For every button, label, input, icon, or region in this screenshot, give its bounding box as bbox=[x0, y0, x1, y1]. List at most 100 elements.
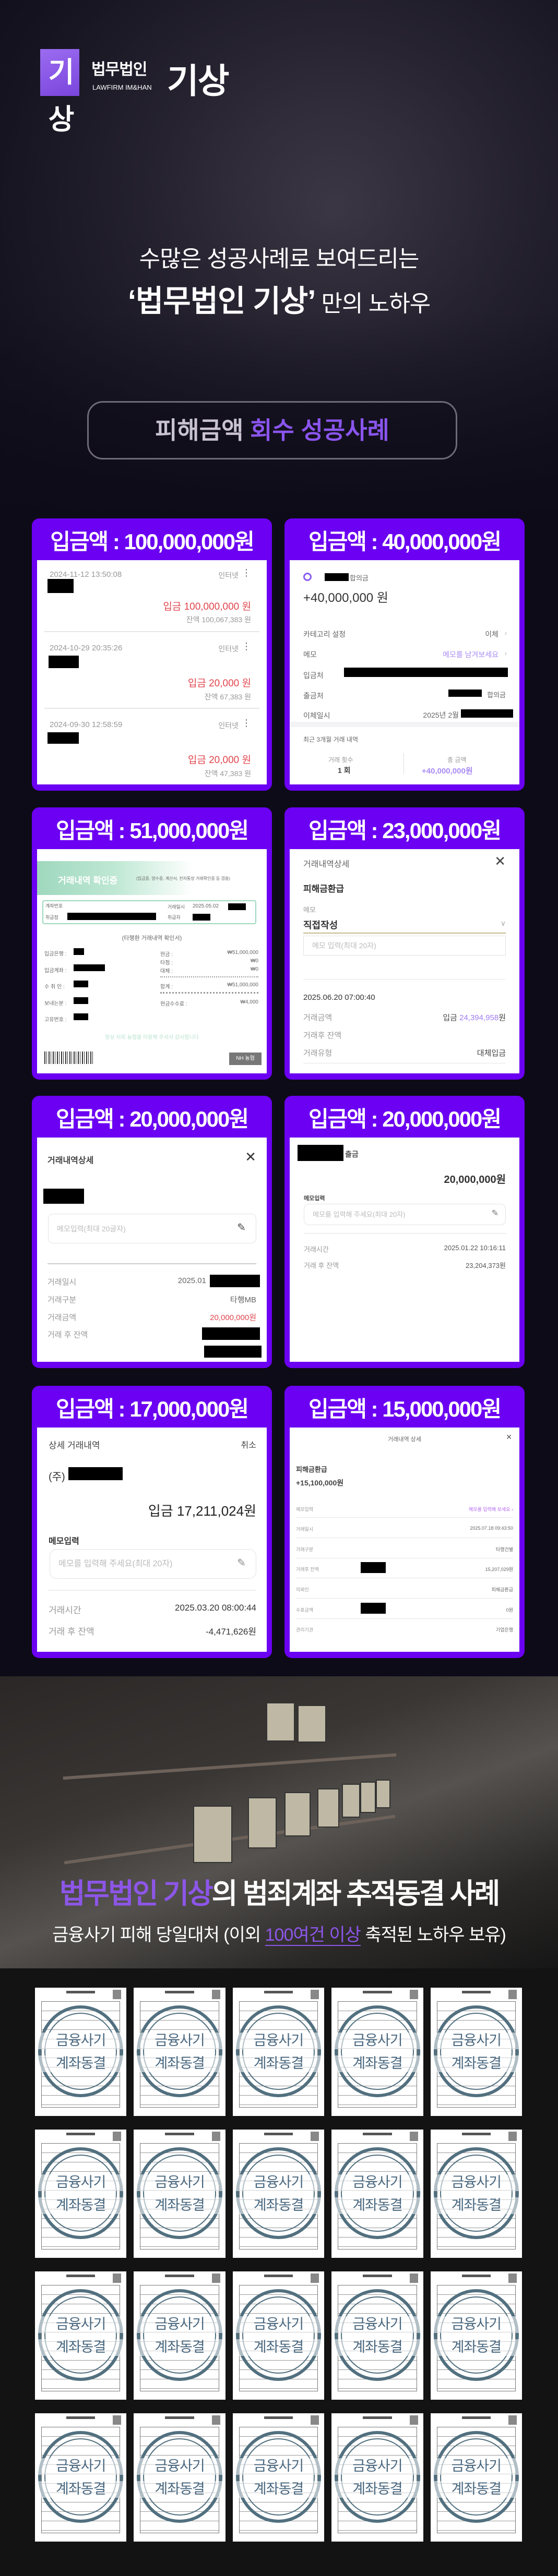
freeze-document-thumbnail: 금융사기 계좌동결 bbox=[35, 2271, 127, 2400]
memo-input[interactable]: 메모입력(최대 20글자) bbox=[48, 1214, 256, 1243]
cancel-button[interactable]: 취소 bbox=[241, 1441, 256, 1450]
category-label: 카테고리 설정 bbox=[303, 630, 346, 638]
redacted-sender bbox=[448, 690, 482, 697]
count-label: 거래 횟수 bbox=[328, 756, 353, 764]
transaction-kind: 출금 bbox=[345, 1150, 359, 1158]
redacted-value bbox=[204, 1346, 262, 1358]
logo-name-large: 기상 bbox=[167, 62, 229, 100]
redacted-name bbox=[43, 1189, 84, 1204]
amount-label: 거래금액 bbox=[303, 1013, 333, 1022]
certificate-frame bbox=[193, 1806, 232, 1863]
pencil-icon[interactable]: ✎ bbox=[237, 1557, 246, 1569]
stamp-text-line2: 계좌동결 bbox=[232, 2055, 325, 2072]
case-card-23m: 입금액 : 23,000,000원 거래내역상세 ✕ 피해금환급 메모 직접작성… bbox=[284, 807, 525, 1080]
more-icon[interactable]: ⋮ bbox=[242, 641, 251, 651]
close-icon[interactable]: ✕ bbox=[506, 1433, 512, 1441]
certificate-frame bbox=[298, 1705, 326, 1743]
close-icon[interactable]: ✕ bbox=[494, 853, 506, 869]
redacted-value bbox=[74, 948, 84, 955]
freeze-document-thumbnail: 금융사기 계좌동결 bbox=[331, 1988, 423, 2116]
hero-headline-line2: ‘법무법인 기상’ 만의 노하우 bbox=[0, 276, 558, 320]
redacted-account bbox=[344, 668, 508, 677]
stamp-text-line2: 계좌동결 bbox=[232, 2197, 325, 2214]
memo-value[interactable]: 메모를 남겨보세요 bbox=[443, 650, 498, 659]
stamp-text-line1: 금융사기 bbox=[232, 2316, 325, 2333]
shelf bbox=[63, 1753, 397, 1780]
stamp-inner-ring bbox=[44, 2438, 117, 2515]
sub-before: 금융사기 피해 당일대처 (이외 bbox=[52, 1925, 265, 1945]
freeze-document-thumbnail: 금융사기 계좌동결 bbox=[430, 2413, 522, 2542]
redacted-name bbox=[48, 732, 79, 744]
redacted-value bbox=[361, 1562, 386, 1573]
bank-screenshot: 거래내역상세 ✕ 피해금환급 메모 직접작성 ∨ 메모 입력(최대 20자) 2… bbox=[290, 849, 519, 1073]
chevron-down-icon[interactable]: ∨ bbox=[500, 919, 506, 927]
qr-code-icon bbox=[508, 2132, 517, 2141]
amount-unit: 원 bbox=[498, 1013, 506, 1022]
case-card-20m-a: 입금액 : 20,000,000원 거래내역상세 ✕ 메모입력(최대 20글자)… bbox=[32, 1096, 272, 1368]
document-title-line bbox=[165, 2275, 194, 2277]
freeze-document-thumbnail: 금융사기 계좌동결 bbox=[331, 2413, 423, 2542]
stamp-outer-ring bbox=[235, 2147, 322, 2239]
pencil-icon[interactable]: ✎ bbox=[237, 1222, 246, 1233]
amount-number: 24,394,958 bbox=[459, 1013, 499, 1022]
close-icon[interactable]: ✕ bbox=[245, 1149, 256, 1165]
document-title-line bbox=[66, 1991, 96, 1993]
stamp-text-line1: 금융사기 bbox=[331, 2033, 423, 2049]
hero-firm-name: ‘법무법인 기상’ bbox=[127, 284, 316, 318]
card-title: 입금액 : 23,000,000원 bbox=[308, 818, 502, 843]
case-card-100m: 입금액 : 100,000,000원 2024-11-12 13:50:08 인… bbox=[32, 518, 272, 791]
receipt-field-label: 입금은행 : bbox=[44, 951, 67, 957]
row-label: 의뢰인 bbox=[296, 1587, 309, 1592]
row-label: 거래구분 bbox=[296, 1547, 314, 1552]
stamp-text-line1: 금융사기 bbox=[134, 2458, 225, 2475]
stamp-text-line2: 계좌동결 bbox=[331, 2339, 423, 2356]
qr-code-icon bbox=[409, 1990, 418, 1999]
pencil-icon[interactable]: ✎ bbox=[491, 1209, 498, 1218]
stamp-outer-ring bbox=[335, 2005, 420, 2097]
memo-input[interactable]: 메모 입력(최대 20자) bbox=[303, 936, 506, 956]
stamp-text-line1: 금융사기 bbox=[232, 2458, 325, 2475]
case-card-15m: 입금액 : 15,000,000원 거래내역 상세 ✕ 피해금환급 +15,10… bbox=[284, 1386, 525, 1658]
stamp-outer-ring bbox=[433, 2005, 519, 2097]
stamp-outer-ring bbox=[433, 2289, 519, 2381]
datetime-label: 거래일시 bbox=[168, 904, 185, 910]
stamp-inner-ring bbox=[440, 2155, 513, 2232]
memo-label: 메모입력 bbox=[49, 1537, 79, 1546]
category-value[interactable]: 이체 bbox=[485, 630, 498, 638]
tx-date: 2024-10-29 20:35:26 bbox=[50, 644, 123, 652]
stamp-inner-ring bbox=[341, 2013, 414, 2090]
bank-screenshot: 거래내역 상세 ✕ 피해금환급 +15,100,000원 메모입력 메모를 입력… bbox=[290, 1428, 519, 1652]
stamp-text-line2: 계좌동결 bbox=[35, 2197, 127, 2214]
stamp-text-line1: 금융사기 bbox=[331, 2316, 423, 2333]
divider bbox=[304, 1233, 506, 1234]
from-suffix: 합의금 bbox=[487, 691, 506, 699]
row-label: 메모입력 bbox=[296, 1507, 314, 1512]
balance-label: 거래 후 잔액 bbox=[49, 1627, 94, 1637]
to-label: 입금처 bbox=[303, 671, 324, 680]
divider bbox=[296, 1517, 513, 1518]
section2-headline: 법무법인 기상의 범죄계좌 추적동결 사례 bbox=[0, 1877, 558, 1910]
freeze-document-thumbnail: 금융사기 계좌동결 bbox=[331, 2130, 423, 2258]
receipt-title: 거래내역 확인증 bbox=[58, 876, 118, 886]
certificate-frame bbox=[342, 1784, 360, 1818]
document-title-line bbox=[461, 2275, 491, 2277]
receipt-banner bbox=[37, 861, 194, 895]
memo-input[interactable]: 메모를 입력해 주세요(최대 20자) bbox=[50, 1549, 256, 1579]
stamp-text-line2: 계좌동결 bbox=[331, 2197, 423, 2214]
document-title-line bbox=[461, 2416, 491, 2419]
divider bbox=[403, 753, 404, 774]
memo-input[interactable]: 메모를 입력해 주세요(최대 20자) bbox=[304, 1204, 506, 1225]
more-icon[interactable]: ⋮ bbox=[242, 567, 251, 578]
more-icon[interactable]: ⋮ bbox=[242, 718, 251, 728]
stamp-text-line1: 금융사기 bbox=[232, 2174, 325, 2191]
row-label: 거래구분 bbox=[48, 1296, 77, 1304]
qr-code-icon bbox=[508, 1990, 517, 1999]
stamp-outer-ring bbox=[38, 2005, 124, 2097]
qr-code-icon bbox=[508, 2273, 517, 2283]
card-title: 입금액 : 40,000,000원 bbox=[308, 529, 502, 554]
memo-select[interactable]: 직접작성 bbox=[303, 920, 338, 930]
row-value[interactable]: 메모를 입력해 보세요 › bbox=[468, 1507, 513, 1512]
total-value: +40,000,000원 bbox=[422, 767, 473, 776]
freeze-document-thumbnail: 금융사기 계좌동결 bbox=[134, 2130, 225, 2258]
case-card-20m-b: 입금액 : 20,000,000원 출금 20,000,000원 메모입력 메모… bbox=[284, 1096, 525, 1368]
